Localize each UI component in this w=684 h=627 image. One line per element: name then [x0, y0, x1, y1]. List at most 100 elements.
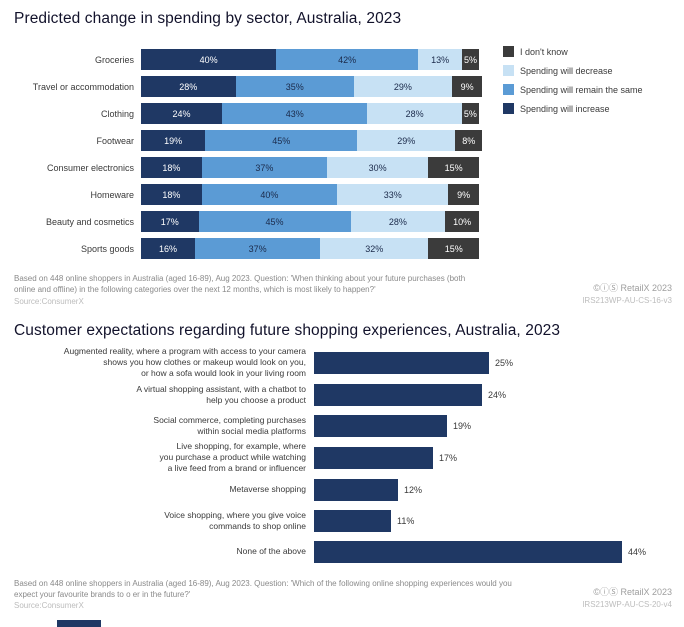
- stacked-bar-row: Travel or accommodation 28% 35% 29% 9%: [14, 73, 483, 100]
- category-label: Live shopping, for example, where you pur…: [20, 441, 314, 474]
- bar-segment: 40%: [201, 184, 337, 205]
- bar-row: Live shopping, for example, where you pur…: [20, 441, 646, 474]
- bar-segment: 28%: [141, 76, 236, 97]
- category-label: Metaverse shopping: [20, 484, 314, 495]
- legend-swatch: [503, 65, 514, 76]
- bar-segment: 16%: [141, 238, 196, 259]
- bar-segment: 18%: [141, 157, 202, 178]
- bar-segment: 8%: [455, 130, 483, 151]
- value-label: 24%: [488, 389, 507, 400]
- chart1-source: Source:ConsumerX: [14, 297, 84, 306]
- legend-label: Spending will remain the same: [520, 84, 643, 95]
- bar: [314, 509, 391, 532]
- legend-label: I don't know: [520, 46, 568, 57]
- bar-row: Augmented reality, where a program with …: [20, 346, 646, 379]
- legend-item: Spending will increase: [503, 103, 643, 114]
- category-label-line: shows you how clothes or makeup would lo…: [103, 357, 306, 367]
- value-label: 19%: [453, 420, 472, 431]
- bar-segment: 28%: [367, 103, 462, 124]
- bar-segment: 5%: [461, 103, 479, 124]
- category-label: Groceries: [94, 54, 134, 65]
- bar-row: Voice shopping, where you give voice comm…: [20, 505, 646, 536]
- bar-segment: 29%: [353, 76, 452, 97]
- category-label-line: Live shopping, for example, where: [176, 441, 306, 451]
- bar-segment: 18%: [141, 184, 202, 205]
- category-label-line: within social media platforms: [197, 425, 306, 436]
- category-label: None of the above: [20, 546, 314, 557]
- bar-segment: 37%: [195, 238, 321, 259]
- category-label-line: commands to shop online: [209, 520, 306, 531]
- value-label: 17%: [439, 452, 458, 463]
- bar: [314, 540, 622, 563]
- bar-segment: 29%: [357, 130, 456, 151]
- value-label: 44%: [628, 546, 647, 557]
- category-label: Travel or accommodation: [32, 81, 134, 92]
- category-label-line: A virtual shopping assistant, with a cha…: [136, 383, 306, 394]
- category-label-line: Augmented reality, where a program with …: [63, 346, 306, 356]
- stacked-bar-row: Clothing 24% 43% 28% 5%: [14, 100, 482, 127]
- bar-segment: 32%: [320, 238, 429, 259]
- value-label: 11%: [397, 515, 415, 526]
- bar: [314, 383, 482, 406]
- stacked-bar: 18% 37% 30% 15%: [141, 157, 479, 178]
- stacked-bar-row: Groceries 40% 42% 13% 5%: [14, 46, 482, 73]
- legend-swatch: [503, 46, 514, 57]
- chart1-copyright-line: ©ⓘⓈ RetailX 2023: [593, 283, 672, 293]
- value-label: 25%: [495, 357, 514, 368]
- bar: [314, 446, 433, 469]
- bar-chart: Augmented reality, where a program with …: [20, 346, 646, 567]
- legend-item: Spending will remain the same: [503, 84, 643, 95]
- stacked-bar-row: Homeware 18% 40% 33% 9%: [14, 181, 482, 208]
- category-label-line: Voice shopping, where you give voice: [164, 509, 306, 520]
- bar-segment: 10%: [445, 211, 479, 232]
- category-label: Homeware: [90, 189, 134, 200]
- bar-segment: 37%: [201, 157, 327, 178]
- category-label: A virtual shopping assistant, with a cha…: [20, 384, 314, 406]
- bar-segment: 19%: [141, 130, 206, 151]
- legend-label: Spending will increase: [520, 103, 610, 114]
- category-label: Augmented reality, where a program with …: [20, 346, 314, 379]
- category-label-line: a live feed from a brand or influencer: [167, 463, 306, 473]
- category-label: Social commerce, completing purchases wit…: [20, 415, 314, 437]
- category-label-line: Metaverse shopping: [229, 484, 306, 494]
- chart2-footnote: Based on 448 online shoppers in Australi…: [14, 579, 512, 599]
- bar-row: Metaverse shopping 12%: [20, 474, 646, 505]
- stacked-bar-row: Consumer electronics 18% 37% 30% 15%: [14, 154, 482, 181]
- category-label: Clothing: [100, 108, 134, 119]
- bar-segment: 28%: [350, 211, 446, 232]
- chart2-title: Customer expectations regarding future s…: [14, 322, 561, 339]
- bar-row: A virtual shopping assistant, with a cha…: [20, 379, 646, 410]
- stacked-bar: 28% 35% 29% 9%: [141, 76, 483, 97]
- chart1-legend: I don't know Spending will decrease Spendi…: [503, 46, 643, 122]
- chart2-copyright-line: ©ⓘⓈ RetailX 2023: [593, 587, 672, 597]
- chart1-title: Predicted change in spending by sector, …: [14, 10, 402, 27]
- category-label-line: Social commerce, completing purchases: [153, 414, 306, 425]
- chart1-code: IRS213WP-AU-CS-16-v3: [582, 296, 672, 305]
- bar: [314, 351, 489, 374]
- bar-segment: 33%: [336, 184, 449, 205]
- bar-segment: 9%: [448, 184, 479, 205]
- value-label: 12%: [404, 484, 423, 495]
- bar-segment: 43%: [222, 103, 368, 124]
- chart2-code: IRS213WP-AU-CS-20-v4: [582, 600, 672, 609]
- chart1-attribution: ©ⓘⓈ RetailX 2023 IRS213WP-AU-CS-16-v3: [582, 281, 672, 305]
- legend-swatch: [503, 84, 514, 95]
- category-label: Voice shopping, where you give voice comm…: [20, 510, 314, 532]
- legend-swatch: [503, 103, 514, 114]
- chart2-attribution: ©ⓘⓈ RetailX 2023 IRS213WP-AU-CS-20-v4: [582, 585, 672, 609]
- stacked-bar: 19% 45% 29% 8%: [141, 130, 483, 151]
- bar-segment: 15%: [428, 238, 480, 259]
- bar-row: None of the above 44%: [20, 536, 646, 567]
- bar-segment: 40%: [141, 49, 277, 70]
- legend-item: I don't know: [503, 46, 643, 57]
- bar-segment: 30%: [326, 157, 429, 178]
- bar-segment: 9%: [451, 76, 483, 97]
- bar-segment: 13%: [418, 49, 463, 70]
- stacked-bar-row: Beauty and cosmetics 17% 45% 28% 10%: [14, 208, 482, 235]
- chart1-footnote: Based on 448 online shoppers in Australi…: [14, 274, 466, 294]
- category-label: Consumer electronics: [46, 162, 134, 173]
- category-label: Footwear: [96, 135, 134, 146]
- stacked-bar: 16% 37% 32% 15%: [141, 238, 480, 259]
- category-label: Sports goods: [80, 243, 134, 254]
